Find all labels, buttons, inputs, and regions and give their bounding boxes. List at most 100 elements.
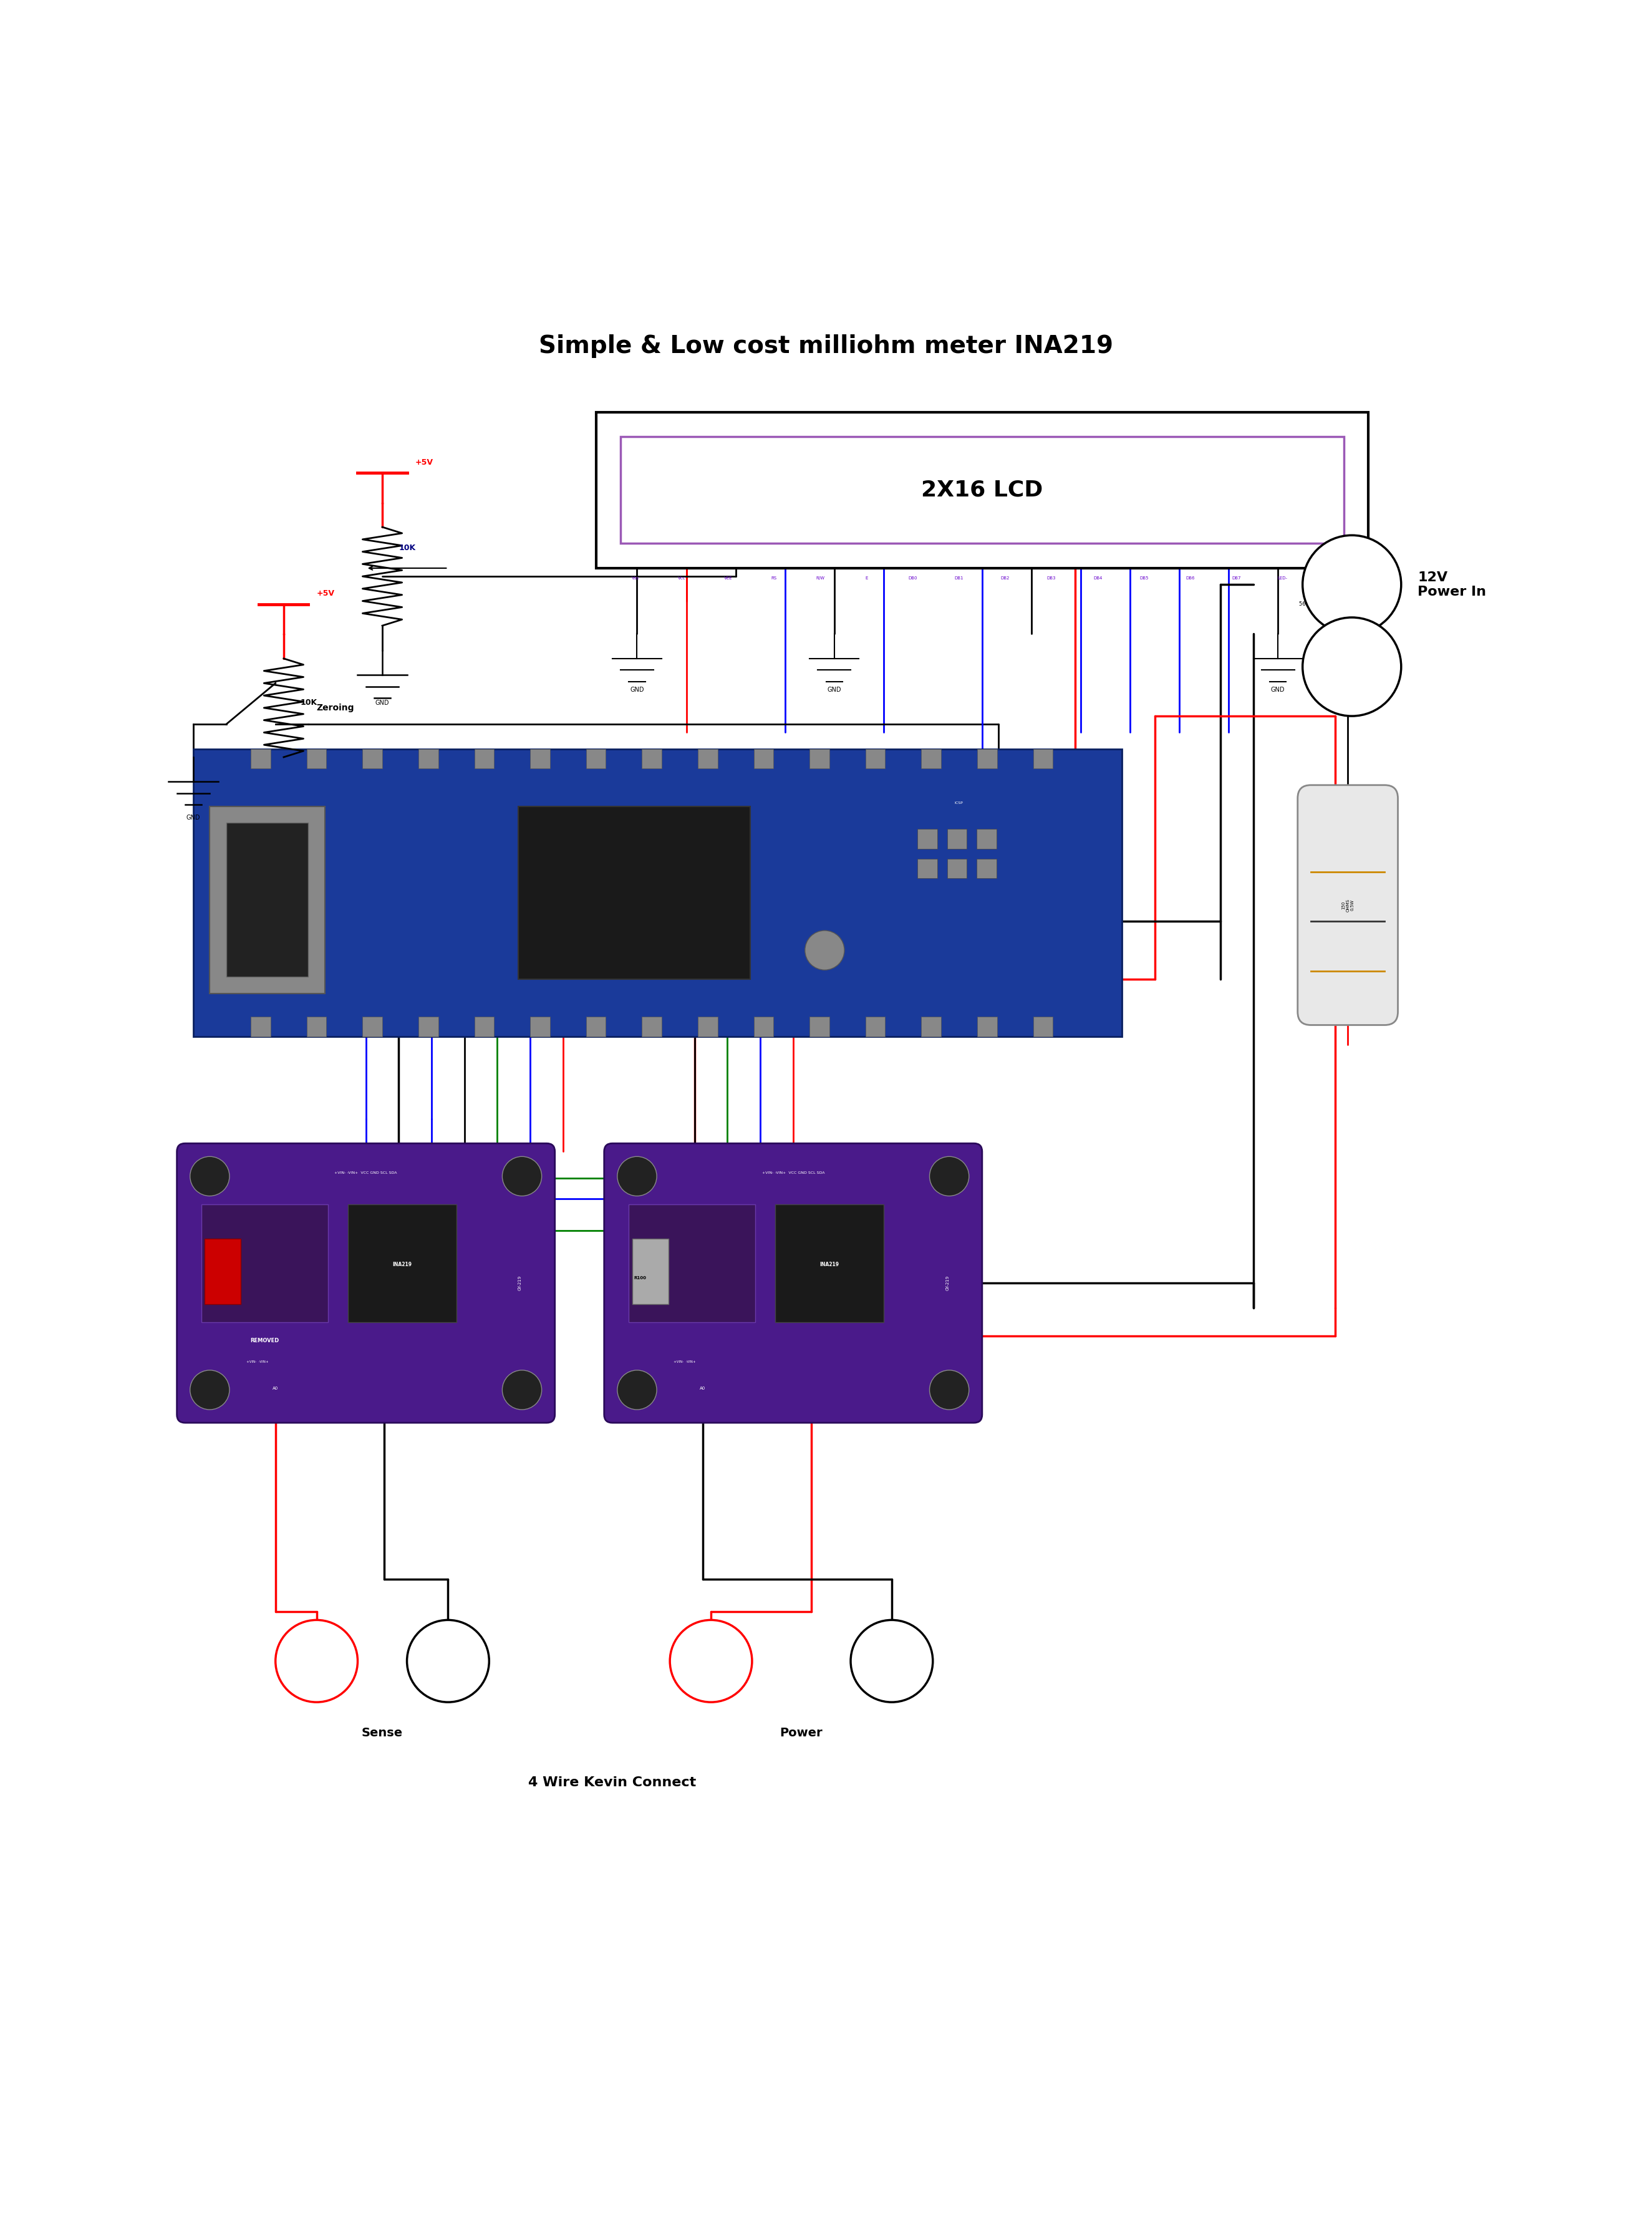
Text: D5: D5 bbox=[649, 742, 654, 746]
Text: D2: D2 bbox=[818, 742, 821, 746]
Text: A3: A3 bbox=[593, 1044, 598, 1048]
Circle shape bbox=[1302, 617, 1401, 715]
Circle shape bbox=[190, 1157, 230, 1195]
Text: E: E bbox=[866, 577, 867, 580]
Bar bbox=[530, 1017, 550, 1037]
Bar bbox=[697, 748, 717, 768]
FancyBboxPatch shape bbox=[605, 1144, 983, 1424]
Text: DB3: DB3 bbox=[1047, 577, 1056, 580]
Bar bbox=[947, 860, 966, 877]
Text: Simple & Low cost milliohm meter INA219: Simple & Low cost milliohm meter INA219 bbox=[539, 335, 1113, 358]
Text: GND: GND bbox=[828, 686, 841, 693]
Bar bbox=[917, 828, 937, 848]
Text: A0: A0 bbox=[700, 1386, 705, 1390]
Bar bbox=[917, 860, 937, 877]
Bar bbox=[978, 748, 996, 768]
Text: D11: D11 bbox=[314, 742, 320, 746]
Text: D4: D4 bbox=[705, 742, 710, 746]
Text: A1: A1 bbox=[482, 1044, 486, 1048]
Bar bbox=[809, 748, 829, 768]
Circle shape bbox=[618, 1157, 657, 1195]
Text: GND: GND bbox=[629, 686, 644, 693]
Circle shape bbox=[406, 1619, 489, 1701]
Bar bbox=[418, 1017, 438, 1037]
Bar bbox=[976, 828, 996, 848]
Text: Power: Power bbox=[780, 1726, 823, 1739]
Text: R100: R100 bbox=[634, 1275, 646, 1279]
Text: RS: RS bbox=[771, 577, 776, 580]
Text: DB0: DB0 bbox=[909, 577, 917, 580]
Text: D3: D3 bbox=[762, 742, 767, 746]
Text: ARDUINO: ARDUINO bbox=[689, 846, 720, 853]
Bar bbox=[193, 748, 1122, 1037]
Text: A5: A5 bbox=[705, 1044, 710, 1048]
Bar bbox=[586, 748, 606, 768]
Bar bbox=[596, 413, 1368, 569]
Bar bbox=[474, 748, 494, 768]
Text: +VIN- -VIN+  VCC GND SCL SDA: +VIN- -VIN+ VCC GND SCL SDA bbox=[762, 1170, 824, 1175]
Text: V3.0: V3.0 bbox=[697, 962, 710, 968]
Bar bbox=[251, 748, 271, 768]
Text: Vss: Vss bbox=[631, 577, 639, 580]
Text: 12V
Power In: 12V Power In bbox=[1417, 571, 1487, 597]
Circle shape bbox=[502, 1370, 542, 1410]
Bar bbox=[1032, 748, 1052, 768]
Text: 2X16 LCD: 2X16 LCD bbox=[922, 480, 1042, 500]
Text: DB6: DB6 bbox=[1186, 577, 1194, 580]
Text: D7: D7 bbox=[537, 742, 542, 746]
Bar bbox=[210, 806, 325, 993]
Text: GND: GND bbox=[871, 742, 879, 746]
Text: NANO: NANO bbox=[691, 904, 717, 911]
Text: DB1: DB1 bbox=[955, 577, 963, 580]
Text: RST: RST bbox=[872, 1044, 879, 1048]
Text: D6: D6 bbox=[593, 742, 598, 746]
Bar bbox=[643, 748, 662, 768]
Text: DB5: DB5 bbox=[1140, 577, 1148, 580]
Circle shape bbox=[930, 1370, 970, 1410]
Text: RX0: RX0 bbox=[983, 742, 991, 746]
Text: TX1: TX1 bbox=[1039, 742, 1046, 746]
Text: VEE: VEE bbox=[724, 577, 732, 580]
Text: D10: D10 bbox=[368, 742, 377, 746]
Circle shape bbox=[930, 1157, 970, 1195]
Bar bbox=[976, 860, 996, 877]
Bar bbox=[226, 824, 309, 977]
Text: 10K: 10K bbox=[398, 544, 416, 551]
Text: DB4: DB4 bbox=[1094, 577, 1102, 580]
Text: Sense: Sense bbox=[362, 1726, 403, 1739]
Text: 3V3: 3V3 bbox=[314, 1044, 320, 1048]
Text: A4: A4 bbox=[649, 1044, 654, 1048]
Text: 150
OHMS
0.5W: 150 OHMS 0.5W bbox=[1341, 900, 1355, 911]
Text: Zeroing: Zeroing bbox=[317, 704, 354, 713]
Bar bbox=[633, 1239, 669, 1304]
Circle shape bbox=[851, 1619, 933, 1701]
Text: 4 Wire Kevin Connect: 4 Wire Kevin Connect bbox=[529, 1777, 697, 1788]
Text: 10K: 10K bbox=[301, 700, 317, 706]
Text: D13: D13 bbox=[258, 1044, 264, 1048]
Text: GND: GND bbox=[1270, 686, 1285, 693]
Bar bbox=[307, 748, 327, 768]
Text: GND: GND bbox=[187, 815, 200, 822]
Text: INA219: INA219 bbox=[819, 1262, 839, 1268]
Bar bbox=[362, 748, 382, 768]
Bar bbox=[519, 806, 750, 979]
Text: ICSP: ICSP bbox=[955, 802, 963, 804]
Circle shape bbox=[190, 1370, 230, 1410]
Text: LED-: LED- bbox=[1277, 577, 1287, 580]
Text: VIN: VIN bbox=[985, 1044, 990, 1048]
Text: INA219: INA219 bbox=[393, 1262, 411, 1268]
Bar bbox=[809, 1017, 829, 1037]
Bar bbox=[621, 438, 1343, 544]
Text: D12: D12 bbox=[258, 742, 264, 746]
Text: A6: A6 bbox=[762, 1044, 767, 1048]
FancyBboxPatch shape bbox=[177, 1144, 555, 1424]
Text: A0: A0 bbox=[426, 1044, 431, 1048]
Text: GY-219: GY-219 bbox=[945, 1275, 950, 1290]
Bar bbox=[202, 1204, 329, 1321]
Text: REMOVED: REMOVED bbox=[249, 1337, 279, 1344]
Text: GY-219: GY-219 bbox=[519, 1275, 522, 1290]
Circle shape bbox=[618, 1370, 657, 1410]
Text: D8: D8 bbox=[482, 742, 487, 746]
Bar bbox=[307, 1017, 327, 1037]
Bar bbox=[753, 748, 773, 768]
